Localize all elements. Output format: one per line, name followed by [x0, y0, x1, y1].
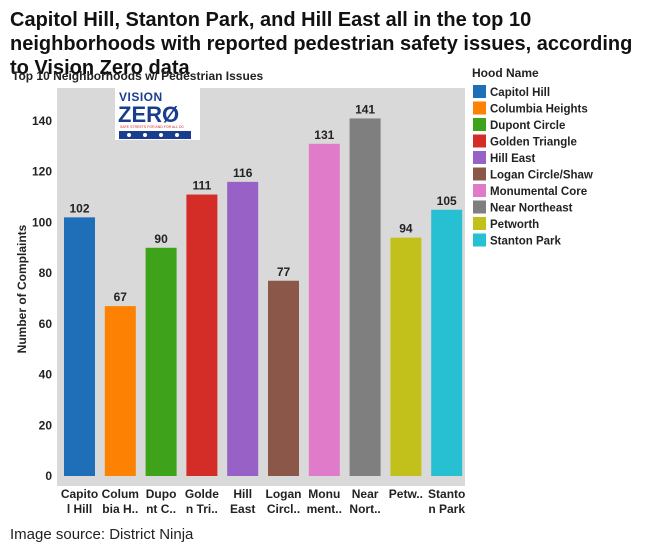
bar: [227, 181, 259, 476]
legend-label: Dupont Circle: [490, 120, 565, 132]
data-label: 102: [69, 201, 89, 215]
y-tick-label: 20: [39, 418, 53, 432]
bike-icon: [143, 133, 147, 137]
y-tick-label: 60: [39, 317, 53, 331]
data-label: 77: [277, 265, 291, 279]
data-label: 94: [399, 222, 413, 236]
legend-label: Logan Circle/Shaw: [490, 170, 593, 182]
legend-label: Columbia Heights: [490, 104, 588, 116]
y-tick-label: 120: [32, 165, 52, 179]
logo-text-main: ZERØ: [118, 102, 179, 127]
bar: [64, 217, 95, 476]
bar: [268, 280, 299, 476]
y-tick-label: 100: [32, 215, 52, 229]
legend-swatch: [473, 101, 486, 115]
logo-text-top: VISION: [119, 90, 163, 104]
bar: [186, 194, 218, 477]
y-axis-label: Number of Complaints: [15, 224, 29, 353]
x-tick-label: Petw..: [389, 487, 423, 501]
data-label: 141: [355, 102, 375, 116]
x-tick-label: East: [230, 502, 255, 516]
y-tick-label: 0: [45, 469, 52, 483]
bar: [104, 306, 136, 476]
x-tick-label: n Park: [428, 502, 465, 516]
x-tick-label: nt C..: [146, 502, 176, 516]
legend-title: Hood Name: [472, 66, 539, 80]
bar: [145, 247, 177, 476]
bus-icon: [175, 133, 179, 137]
car-icon: [159, 133, 163, 137]
data-label: 116: [233, 166, 253, 180]
legend-swatch: [473, 233, 486, 247]
x-tick-label: Nort..: [349, 502, 380, 516]
data-label: 111: [193, 179, 212, 193]
x-tick-label: Logan: [266, 487, 302, 501]
bar: [349, 118, 381, 476]
vision-zero-logo: VISION ZERØ SAFE STREETS FOR AND FOR ALL…: [115, 88, 200, 140]
bar: [308, 143, 340, 477]
bars: [64, 118, 463, 477]
bar: [431, 209, 463, 476]
logo-icon-bar: [119, 131, 191, 139]
x-tick-label: ment..: [307, 502, 342, 516]
pedestrian-icon: [127, 133, 131, 137]
x-tick-label: Capito: [61, 487, 98, 501]
legend-label: Petworth: [490, 219, 539, 231]
legend-label: Golden Triangle: [490, 137, 577, 149]
y-tick-label: 140: [32, 114, 52, 128]
x-tick-label: Dupo: [146, 487, 177, 501]
x-tick-label: Monu: [308, 487, 340, 501]
legend-label: Stanton Park: [490, 236, 562, 248]
data-label: 131: [314, 128, 334, 142]
x-tick-label: bia H..: [102, 502, 138, 516]
logo-tagline: SAFE STREETS FOR AND FOR ALL DC: [120, 125, 185, 129]
legend-swatch: [473, 134, 486, 148]
x-tick-label: n Tri..: [186, 502, 218, 516]
bar: [390, 237, 422, 476]
x-tick-label: Golde: [185, 487, 219, 501]
x-tick-label: Colum: [102, 487, 139, 501]
y-tick-label: 80: [39, 266, 53, 280]
y-tick-labels: 0 20 40 60 80 100 120 140: [32, 114, 52, 483]
data-label: 67: [114, 290, 128, 304]
legend-swatch: [473, 151, 486, 164]
x-tick-label: Stanto: [428, 487, 465, 501]
data-label: 90: [154, 232, 168, 246]
legend-swatch: [473, 200, 486, 214]
legend-swatch: [473, 217, 486, 230]
x-tick-label: Circl..: [267, 502, 300, 516]
legend-swatch: [473, 167, 486, 181]
legend-label: Monumental Core: [490, 186, 587, 198]
y-tick-label: 40: [39, 368, 53, 382]
legend-swatch: [473, 184, 486, 197]
data-label: 105: [437, 194, 457, 208]
legend-label: Hill East: [490, 153, 536, 165]
x-tick-label: Near: [352, 487, 379, 501]
chart-title: Top 10 Neighborhoods w/ Pedestrian Issue…: [12, 69, 263, 83]
legend-label: Near Northeast: [490, 203, 573, 215]
legend-swatch: [473, 85, 486, 98]
data-labels: 102 67 90 111 116 77 131 141 94 105: [69, 102, 457, 304]
legend: Hood Name Capitol Hill Columbia Heights Du…: [472, 66, 593, 248]
x-tick-label: Hill: [233, 487, 252, 501]
image-source: Image source: District Ninja: [10, 526, 194, 543]
x-tick-label: l Hill: [67, 502, 92, 516]
legend-swatch: [473, 118, 486, 131]
legend-label: Capitol Hill: [490, 87, 550, 99]
headline: Capitol Hill, Stanton Park, and Hill Eas…: [10, 9, 633, 79]
